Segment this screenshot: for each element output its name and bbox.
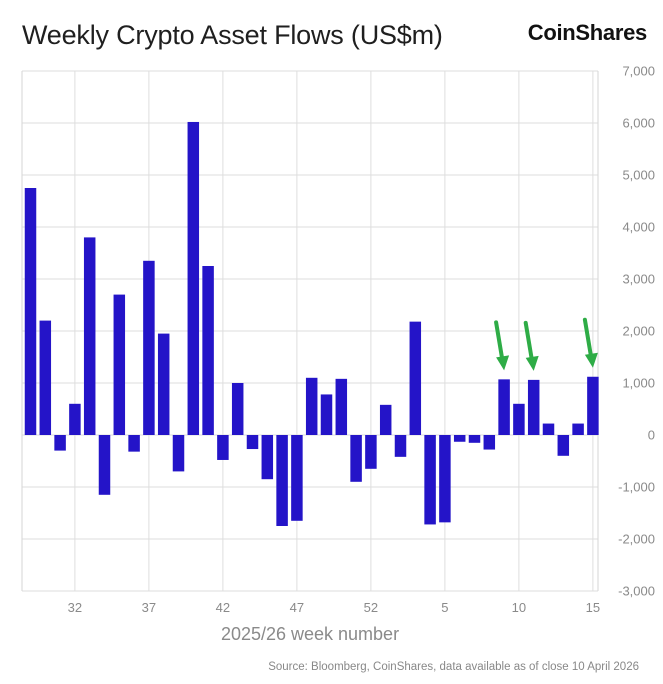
bar-week-8 bbox=[483, 435, 496, 450]
green-arrow-icon bbox=[523, 320, 539, 371]
y-tick-label: 2,000 bbox=[622, 324, 655, 339]
x-tick-label: 5 bbox=[441, 600, 448, 615]
x-tick-label: 15 bbox=[586, 600, 600, 615]
bar-week-6 bbox=[453, 435, 466, 442]
bar-week-32 bbox=[69, 403, 81, 435]
source-note: Source: Bloomberg, CoinShares, data avai… bbox=[268, 661, 639, 673]
bar-week-33 bbox=[83, 237, 96, 435]
x-tick-label: 42 bbox=[216, 600, 230, 615]
bar-week-30 bbox=[39, 320, 52, 435]
y-tick-label: 7,000 bbox=[622, 64, 655, 79]
bar-week-49 bbox=[320, 394, 333, 435]
y-axis-ticks: 7,000 6,000 5,000 4,000 3,000 2,000 1,000 0 -1,0… bbox=[618, 64, 655, 599]
gridlines bbox=[21, 70, 599, 592]
y-tick-label: 5,000 bbox=[622, 168, 655, 183]
bar-week-13 bbox=[557, 435, 570, 456]
bar-week-46 bbox=[276, 435, 288, 526]
bar-week-14 bbox=[572, 423, 584, 435]
bar-week-31 bbox=[54, 435, 66, 451]
bar-week-47 bbox=[291, 435, 303, 521]
bar-week-39 bbox=[172, 435, 185, 472]
x-axis-ticks: 32 37 42 47 52 5 10 15 bbox=[68, 600, 600, 615]
bar-week-40 bbox=[187, 121, 200, 436]
bar-week-37 bbox=[143, 260, 155, 435]
arrow-annotations bbox=[494, 317, 598, 371]
y-tick-label: -2,000 bbox=[618, 532, 655, 547]
bar-week-10 bbox=[513, 403, 525, 435]
bar-week-5 bbox=[439, 435, 451, 523]
x-tick-label: 47 bbox=[290, 600, 304, 615]
y-tick-label: 4,000 bbox=[622, 220, 655, 235]
green-arrow-icon bbox=[582, 317, 598, 368]
bar-week-34 bbox=[98, 435, 111, 495]
bar-week-41 bbox=[202, 266, 214, 435]
bar-week-2 bbox=[394, 435, 407, 457]
bar-week-29 bbox=[24, 188, 37, 435]
bar-week-38 bbox=[157, 333, 170, 435]
bar-week-1 bbox=[379, 404, 392, 435]
y-tick-label: 6,000 bbox=[622, 116, 655, 131]
chart-title: Weekly Crypto Asset Flows (US$m) bbox=[22, 20, 443, 50]
y-tick-label: -1,000 bbox=[618, 480, 655, 495]
x-tick-label: 10 bbox=[512, 600, 526, 615]
bar-week-7 bbox=[468, 435, 481, 443]
x-tick-label: 37 bbox=[142, 600, 156, 615]
bar-week-12 bbox=[542, 423, 555, 435]
brand-logo: CoinShares bbox=[527, 20, 648, 45]
y-tick-label: 1,000 bbox=[622, 376, 655, 391]
bar-week-52 bbox=[365, 435, 377, 469]
bar-week-50 bbox=[335, 378, 348, 435]
bar-week-51 bbox=[350, 435, 362, 482]
x-tick-label: 32 bbox=[68, 600, 82, 615]
bar-week-44 bbox=[246, 435, 259, 450]
bar-week-45 bbox=[261, 435, 274, 480]
bar-week-48 bbox=[305, 377, 318, 435]
green-arrow-icon bbox=[494, 320, 510, 371]
x-axis-label: 2025/26 week number bbox=[220, 624, 400, 644]
x-tick-label: 52 bbox=[364, 600, 378, 615]
y-tick-label: 0 bbox=[648, 428, 655, 443]
bar-week-42 bbox=[217, 435, 229, 460]
y-tick-label: -3,000 bbox=[618, 584, 655, 599]
bar-week-4 bbox=[424, 435, 436, 525]
y-tick-label: 3,000 bbox=[622, 272, 655, 287]
bar-week-36 bbox=[128, 435, 140, 452]
bar-week-9 bbox=[498, 379, 510, 435]
bars bbox=[24, 121, 599, 526]
bar-week-35 bbox=[113, 294, 126, 435]
bar-week-15 bbox=[587, 376, 599, 435]
bar-week-43 bbox=[231, 383, 244, 435]
bar-week-3 bbox=[409, 321, 422, 435]
bar-week-11 bbox=[527, 379, 540, 435]
